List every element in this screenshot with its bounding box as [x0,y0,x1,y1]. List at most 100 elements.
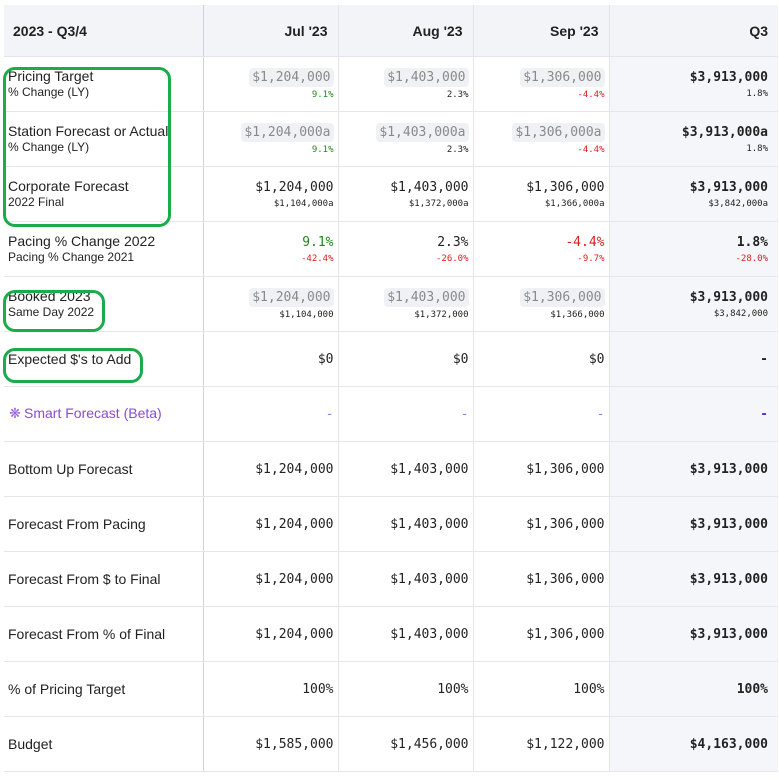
value-text: $0 [317,351,334,367]
value-cell-aug[interactable]: $1,403,000a 2.3% [338,111,474,167]
total-change: 1.8% [746,143,768,154]
row-label: Expected $'s to Add [8,350,132,367]
row-label: Forecast From % of Final [8,625,166,642]
value-text: 9.1% [302,234,334,250]
value-text: $1,403,000 [390,179,469,195]
table-row-expected: Expected $'s to Add $0 $0 $0 - [4,331,778,387]
value-input[interactable]: $1,204,000 [249,67,334,87]
table-row-bottom-up: Bottom Up Forecast $1,204,000 $1,403,000… [4,441,778,497]
total-change: 1.8% [746,88,768,99]
total-value: - [760,351,768,367]
prior-value: $1,366,000a [544,198,605,209]
total-value: $3,913,000 [689,289,768,305]
value-input[interactable]: $1,204,000a [241,122,334,142]
value-cell-aug[interactable]: $1,403,000 2.3% [338,56,474,112]
total-cell: 1.8% -28.0% [609,221,778,277]
value-input[interactable]: $1,403,000 [384,67,469,87]
change-value: 9.1% [311,144,334,155]
value-input[interactable]: $1,403,000 [384,287,469,307]
table-row-forecast-from-dollar: Forecast From $ to Final $1,204,000 $1,4… [4,551,778,607]
value-cell-sep: 100% [473,661,610,717]
row-sublabel: % Change (LY) [8,140,90,154]
value-cell-aug: $1,403,000 [338,606,474,662]
value-input[interactable]: $1,306,000 [520,287,605,307]
forecast-table: 2023 - Q3/4 Jul '23 Aug '23 Sep '23 Q3 P… [4,5,778,772]
value-cell-aug[interactable]: $1,403,000 $1,372,000 [338,276,474,332]
value-text: 2.3% [437,234,469,250]
value-cell-sep[interactable]: $1,306,000 $1,366,000 [473,276,610,332]
value-cell-jul: $1,204,000 [203,551,339,607]
forecast-grid: 2023 - Q3/4 Jul '23 Aug '23 Sep '23 Q3 P… [0,5,779,780]
month-header-aug[interactable]: Aug '23 [338,5,474,57]
change-value: 9.1% [311,89,334,100]
table-row-station-forecast: Station Forecast or Actual % Change (LY)… [4,111,778,167]
prior-value: $1,372,000 [414,309,469,320]
row-label: Station Forecast or Actual [8,123,169,139]
value-cell-sep: $1,306,000 [473,551,610,607]
row-label: Booked 2023 [8,288,91,304]
change-value: -4.4% [577,89,605,100]
month-header-sep[interactable]: Sep '23 [473,5,610,57]
value-text: $1,403,000 [390,516,469,532]
row-label[interactable]: Smart Forecast (Beta) [24,405,162,421]
total-cell: - [609,331,778,387]
value-input[interactable]: $1,403,000a [376,122,469,142]
value-text: $1,122,000 [526,736,605,752]
table-row-booked: Booked 2023 Same Day 2022 $1,204,000 $1,… [4,276,778,332]
value-text: $1,306,000 [526,516,605,532]
value-cell-aug: $0 [338,331,474,387]
atom-icon: ❋ [9,405,21,421]
total-cell: $4,163,000 [609,716,778,772]
total-prior: $3,842,000a [708,198,768,209]
value-cell-jul[interactable]: $1,204,000 9.1% [203,56,339,112]
row-label-cell: Corporate Forecast 2022 Final [4,166,204,222]
total-value: $3,913,000a [681,124,768,140]
row-sublabel: Same Day 2022 [8,305,95,319]
total-cell: $3,913,000 1.8% [609,56,778,112]
total-header[interactable]: Q3 [609,5,778,57]
total-value: $3,913,000 [689,626,768,642]
value-cell-jul: $0 [203,331,339,387]
total-value: $3,913,000 [689,69,768,85]
value-text: $1,204,000 [255,626,334,642]
row-sublabel: % Change (LY) [8,85,90,99]
row-label-cell: Forecast From Pacing [4,496,204,552]
value-text: $1,403,000 [390,626,469,642]
value-input[interactable]: $1,204,000 [249,287,334,307]
value-cell-sep[interactable]: $1,306,000 -4.4% [473,56,610,112]
row-label: Budget [8,735,53,752]
value-text: $1,306,000 [526,571,605,587]
value-cell-jul: 9.1% -42.4% [203,221,339,277]
table-row-forecast-from-pacing: Forecast From Pacing $1,204,000 $1,403,0… [4,496,778,552]
change-value: 2.3% [446,89,469,100]
value-input[interactable]: $1,306,000a [512,122,605,142]
value-cell-jul[interactable]: $1,204,000a 9.1% [203,111,339,167]
value-text: $1,204,000 [255,571,334,587]
table-row-smart-forecast: ❋ Smart Forecast (Beta) - - - - [4,386,778,442]
table-row-corporate-forecast: Corporate Forecast 2022 Final $1,204,000… [4,166,778,222]
value-text: $1,456,000 [390,736,469,752]
value-cell-jul[interactable]: $1,204,000 $1,104,000 [203,276,339,332]
total-value: 100% [736,681,768,697]
period-header[interactable]: 2023 - Q3/4 [4,5,204,57]
value-cell-jul: $1,204,000 [203,441,339,497]
total-prior-change: -28.0% [735,253,768,264]
total-cell: $3,913,000 [609,496,778,552]
change-value: -4.4% [577,144,605,155]
total-value: $3,913,000 [689,461,768,477]
value-text: $1,403,000 [390,571,469,587]
value-text: $1,204,000 [255,461,334,477]
total-value: 1.8% [736,234,768,250]
value-cell-sep: $1,306,000 [473,441,610,497]
value-input[interactable]: $1,306,000 [520,67,605,87]
table-row-pricing-target: Pricing Target % Change (LY) $1,204,000 … [4,56,778,112]
total-prior: $3,842,000 [713,308,768,319]
row-label-cell[interactable]: ❋ Smart Forecast (Beta) [4,386,204,442]
value-text: $1,306,000 [526,461,605,477]
total-value: $3,913,000 [689,179,768,195]
row-label: Pricing Target [8,68,94,84]
value-cell-sep[interactable]: $1,306,000a -4.4% [473,111,610,167]
month-header-jul[interactable]: Jul '23 [203,5,339,57]
value-text: 100% [302,681,334,697]
value-text: $1,585,000 [255,736,334,752]
